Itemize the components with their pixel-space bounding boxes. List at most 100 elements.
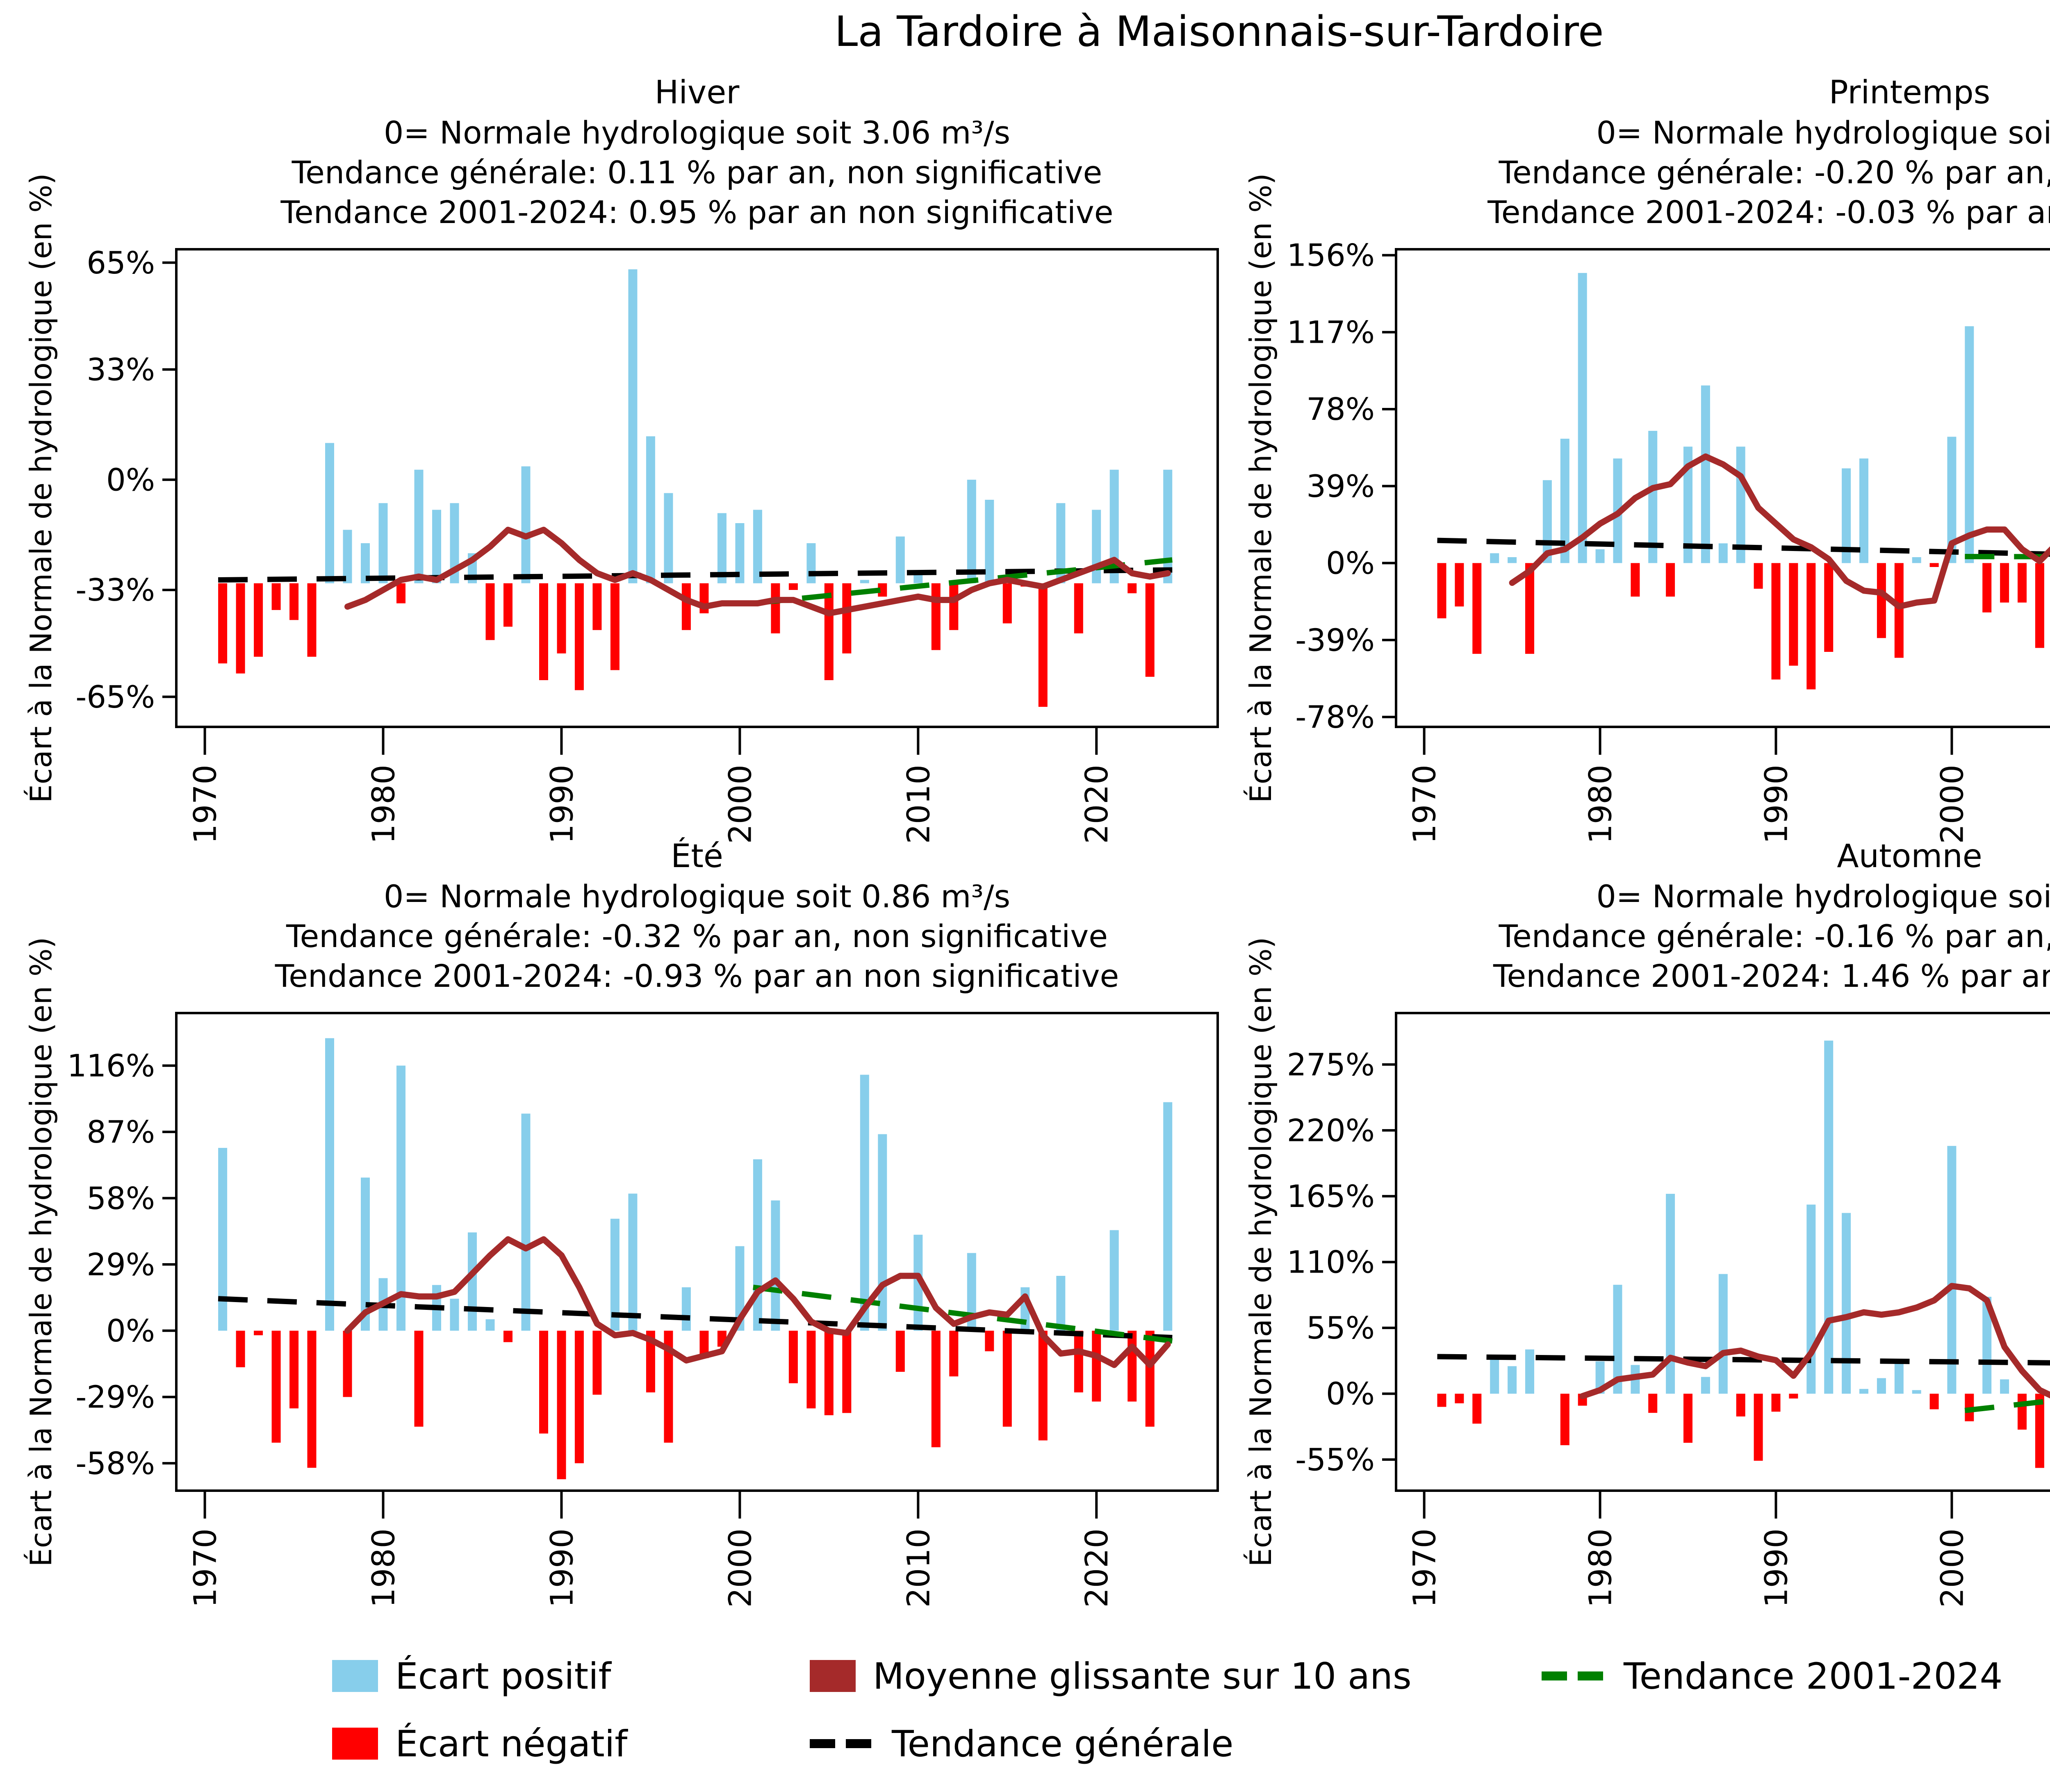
- bar-1981: [1613, 1284, 1622, 1394]
- bar-1983: [432, 510, 441, 583]
- x-tick-label: 1990: [1758, 1528, 1795, 1608]
- bar-1975: [289, 583, 299, 620]
- bar-2005: [2035, 1394, 2044, 1468]
- bar-1997: [681, 1287, 691, 1331]
- plot-frame: [1395, 1012, 2050, 1492]
- bar-1975: [1508, 557, 1517, 563]
- bar-1997: [681, 583, 691, 630]
- bar-1994: [628, 269, 638, 583]
- panel-automne: 275% 220% 165% 110% 55% 0% -55% 1970 1980 1990 200…: [1244, 937, 2050, 1608]
- moving-average-line: [344, 526, 1171, 617]
- bar-1986: [1701, 385, 1710, 563]
- panel-printemps: 156% 117% 78% 39% 0% -39% -78% 1970 1980 1990 2000…: [1244, 173, 2050, 844]
- plot-frame: [175, 248, 1219, 728]
- bar-1974: [1490, 553, 1499, 563]
- bar-1988: [521, 1113, 531, 1331]
- x-tick-label: 1980: [1582, 1528, 1619, 1608]
- legend-label: Tendance générale: [892, 1722, 1234, 1765]
- y-tick-label: 87%: [87, 1114, 155, 1150]
- trend-general-line: [1437, 1354, 2050, 1366]
- bar-1996: [664, 1330, 673, 1443]
- bar-1984: [450, 503, 459, 583]
- bar-2002: [1982, 1297, 1992, 1394]
- y-axis-label: Écart à la Normale de hydrologique (en %…: [1244, 937, 1278, 1567]
- bar-1977: [325, 1038, 334, 1331]
- panel-subtitle-normale: 0= Normale hydrologique soit 3.06 m³/s: [383, 114, 1011, 151]
- y-tick-label: 78%: [1306, 391, 1375, 427]
- bar-2022: [1128, 583, 1137, 594]
- bar-1972: [236, 583, 245, 674]
- bar-1999: [717, 513, 727, 583]
- y-tick-label: 58%: [87, 1180, 155, 1216]
- bar-2008: [878, 583, 887, 597]
- bar-1991: [574, 1330, 584, 1464]
- bar-2005: [2035, 563, 2044, 648]
- trend-general-dash-icon: [810, 1739, 875, 1748]
- bar-2000: [1947, 1146, 1957, 1394]
- bar-2014: [985, 1330, 994, 1351]
- bar-1990: [1771, 563, 1781, 680]
- bar-2001: [1965, 326, 1974, 563]
- legend-label: Écart négatif: [395, 1722, 628, 1765]
- panel-subtitle-trend2: Tendance 2001-2024: 0.95 % par an non si…: [280, 194, 1114, 230]
- negative-bar-swatch-icon: [332, 1728, 378, 1760]
- moving-average-swatch-icon: [810, 1660, 856, 1692]
- legend-label: Écart positif: [395, 1655, 611, 1697]
- bar-1984: [1666, 563, 1675, 597]
- bar-1985: [468, 1232, 477, 1331]
- bar-1993: [610, 1218, 620, 1331]
- bar-2000: [735, 1246, 745, 1331]
- y-tick-label: -58%: [75, 1445, 155, 1481]
- y-axis-label: Écart à la Normale de hydrologique (en %…: [24, 937, 58, 1567]
- y-tick-label: 275%: [1287, 1047, 1375, 1083]
- bar-1989: [539, 583, 548, 680]
- y-tick-label: 116%: [67, 1047, 155, 1084]
- bar-1972: [236, 1330, 245, 1367]
- bar-2017: [1038, 1330, 1048, 1441]
- bar-1984: [450, 1298, 459, 1331]
- x-tick-label: 2000: [722, 765, 758, 844]
- bar-1972: [1455, 563, 1464, 607]
- bar-1981: [396, 583, 405, 603]
- bar-1977: [325, 443, 334, 583]
- bar-2023: [1145, 1330, 1155, 1427]
- panel-subtitle-normale: 0= Normale hydrologique soit 0.91 m³/s: [1596, 878, 2050, 915]
- y-tick-label: 156%: [1287, 237, 1375, 273]
- bar-1978: [1560, 1394, 1569, 1446]
- bar-1978: [343, 530, 352, 583]
- bar-1999: [1929, 563, 1939, 567]
- x-tick-label: 1990: [1758, 765, 1795, 844]
- bar-1995: [646, 1330, 655, 1393]
- bar-1982: [414, 1330, 424, 1427]
- bar-1983: [1648, 1394, 1658, 1413]
- bar-2004: [806, 1330, 816, 1409]
- y-tick-label: 0%: [1326, 545, 1375, 581]
- y-tick-label: 39%: [1306, 468, 1375, 504]
- y-axis-label: Écart à la Normale de hydrologique (en %…: [24, 173, 58, 803]
- bar-1971: [218, 583, 228, 664]
- panel-title: Hiver: [654, 74, 740, 111]
- bar-1972: [1455, 1394, 1464, 1403]
- bar-1978: [1560, 439, 1569, 563]
- x-tick-label: 1990: [543, 765, 580, 844]
- bar-2013: [967, 1253, 976, 1331]
- panel-subtitle-normale: 0= Normale hydrologique soit 0.86 m³/s: [383, 878, 1011, 915]
- panel-subtitle-trend2: Tendance 2001-2024: -0.03 % par an non s…: [1487, 194, 2050, 230]
- bar-2007: [860, 580, 869, 583]
- moving-average-line: [1579, 1283, 2050, 1399]
- bar-1980: [1595, 549, 1605, 563]
- panel-subtitle-trend2: Tendance 2001-2024: 1.46 % par an non si…: [1493, 958, 2050, 994]
- bar-1976: [1525, 1349, 1534, 1394]
- figure-title: La Tardoire à Maisonnais-sur-Tardoire: [834, 7, 1604, 56]
- bar-1973: [1472, 563, 1482, 654]
- bar-2018: [1056, 1276, 1066, 1331]
- bar-2010: [913, 573, 923, 583]
- bar-2021: [1109, 1230, 1119, 1331]
- bar-2001: [753, 1159, 762, 1331]
- bar-1973: [254, 1330, 263, 1335]
- bar-2019: [1074, 583, 1083, 633]
- bar-1986: [1701, 1377, 1710, 1394]
- bar-2015: [1002, 1330, 1012, 1427]
- bar-1988: [1736, 1394, 1745, 1416]
- panel-subtitle-trend: Tendance générale: -0.16 % par an, non s…: [1499, 918, 2050, 954]
